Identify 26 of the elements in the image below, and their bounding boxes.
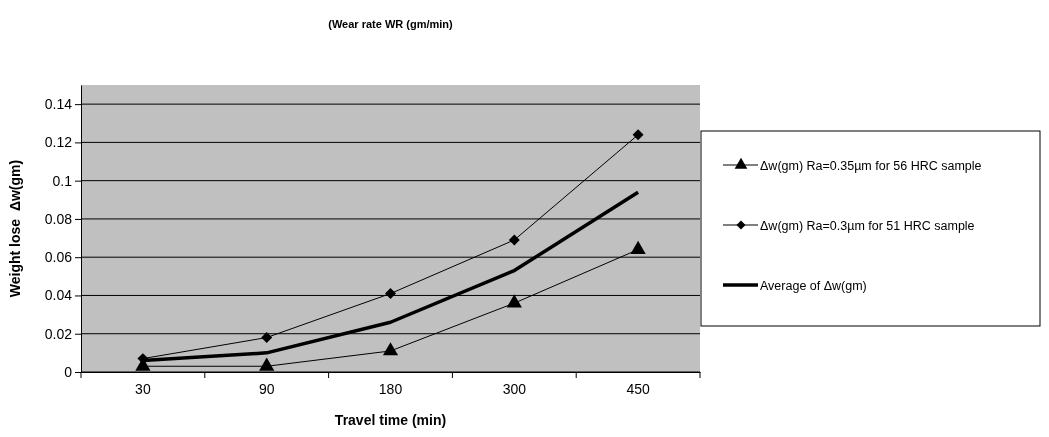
legend-label: Δw(gm) Ra=0.3µm for 51 HRC sample [760,219,975,233]
y-tick-label: 0.14 [44,96,73,113]
y-axis-title: Weight lose Δw(gm) [7,159,23,298]
x-tick-label: 30 [135,380,151,397]
y-tick-label: 0.02 [44,325,73,342]
point [385,288,396,300]
x-axis-title: Travel time (min) [334,412,447,428]
chart-title: (Wear rate WR (gm/min) [328,18,454,30]
legend-label: Δw(gm) Ra=0.35µm for 56 HRC sample [760,159,982,173]
x-tick-label: 300 [502,380,527,397]
point [506,294,522,308]
point [508,234,520,246]
y-tick-label: 0.08 [44,210,73,227]
x-tick-label: 180 [378,380,403,397]
legend-label: Average of Δw(gm) [760,279,867,293]
point [382,342,399,356]
y-tick-label: 0.1 [52,172,73,189]
y-tick-label: 0.06 [44,249,73,266]
point [259,357,275,371]
point [630,240,646,254]
x-tick-label: 90 [258,380,275,397]
y-tick-label: 0.12 [44,134,73,151]
x-tick-label: 450 [626,380,650,397]
y-tick-label: 0 [64,363,73,380]
y-tick-label: 0.04 [44,287,73,304]
point [632,129,644,141]
